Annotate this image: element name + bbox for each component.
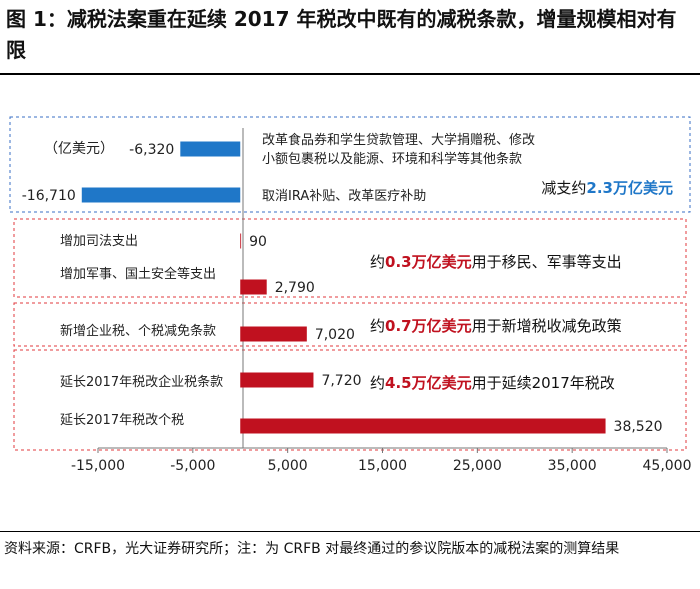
- group-box-new-tax-cuts: [13, 302, 687, 347]
- category-label-4: 新增企业税、个税减免条款: [60, 323, 216, 339]
- bar-value-label-3: 2,790: [275, 280, 315, 296]
- annotation-3: 约4.5万亿美元用于延续2017年税改: [370, 374, 615, 392]
- bar-value-label-6: 38,520: [614, 419, 663, 435]
- bar-3: [240, 279, 267, 295]
- category-label-6: 延长2017年税改个税: [60, 413, 184, 428]
- x-tick-label-4: 25,000: [453, 458, 502, 474]
- x-tick-label-3: 15,000: [358, 458, 407, 474]
- annotation-1: 约0.3万亿美元用于移民、军事等支出: [370, 253, 622, 271]
- bar-value-label-5: 7,720: [321, 373, 361, 389]
- category-label-3: 增加军事、国土安全等支出: [60, 266, 216, 282]
- category-label-5: 延长2017年税改企业税条款: [60, 374, 223, 390]
- bar-1: [81, 187, 241, 203]
- category-label-2: 增加司法支出: [60, 234, 138, 249]
- x-tick-label-0: -15,000: [71, 458, 125, 474]
- bar-0: [180, 141, 241, 157]
- group-box-tcja-extension: [13, 349, 687, 451]
- title-divider: [0, 73, 700, 75]
- bar-value-label-2: 90: [249, 234, 267, 250]
- group-box-spending-cuts: [9, 116, 691, 213]
- bar-6: [240, 418, 606, 434]
- bar-5: [240, 372, 314, 388]
- group-box-immigration-military: [13, 218, 687, 298]
- x-tick-label-6: 45,000: [643, 458, 692, 474]
- bar-4: [240, 326, 307, 342]
- x-tick-label-1: -5,000: [170, 458, 215, 474]
- source-note: 资料来源：CRFB，光大证券研究所；注：为 CRFB 对最终通过的参议院版本的减…: [4, 541, 620, 557]
- source-divider: [0, 531, 700, 532]
- bar-value-label-1: -16,710: [22, 188, 76, 204]
- figure-title: 图 1：减税法案重在延续 2017 年税改中既有的减税条款，增量规模相对有限: [6, 7, 677, 62]
- x-tick-label-5: 35,000: [548, 458, 597, 474]
- annotation-2: 约0.7万亿美元用于新增税收减免政策: [370, 317, 622, 335]
- bar-value-label-0: -6,320: [129, 142, 174, 158]
- x-tick-label-2: 5,000: [268, 458, 308, 474]
- category-label-0: 改革食品券和学生贷款管理、大学捐赠税、修改小额包裹税以及能源、环境和科学等其他条…: [262, 132, 535, 167]
- bar-value-label-4: 7,020: [315, 327, 355, 343]
- unit-label: （亿美元）: [44, 141, 114, 157]
- category-label-1: 取消IRA补贴、改革医疗补助: [262, 189, 426, 204]
- annotation-0: 减支约2.3万亿美元: [541, 179, 673, 197]
- bar-2: [240, 233, 242, 249]
